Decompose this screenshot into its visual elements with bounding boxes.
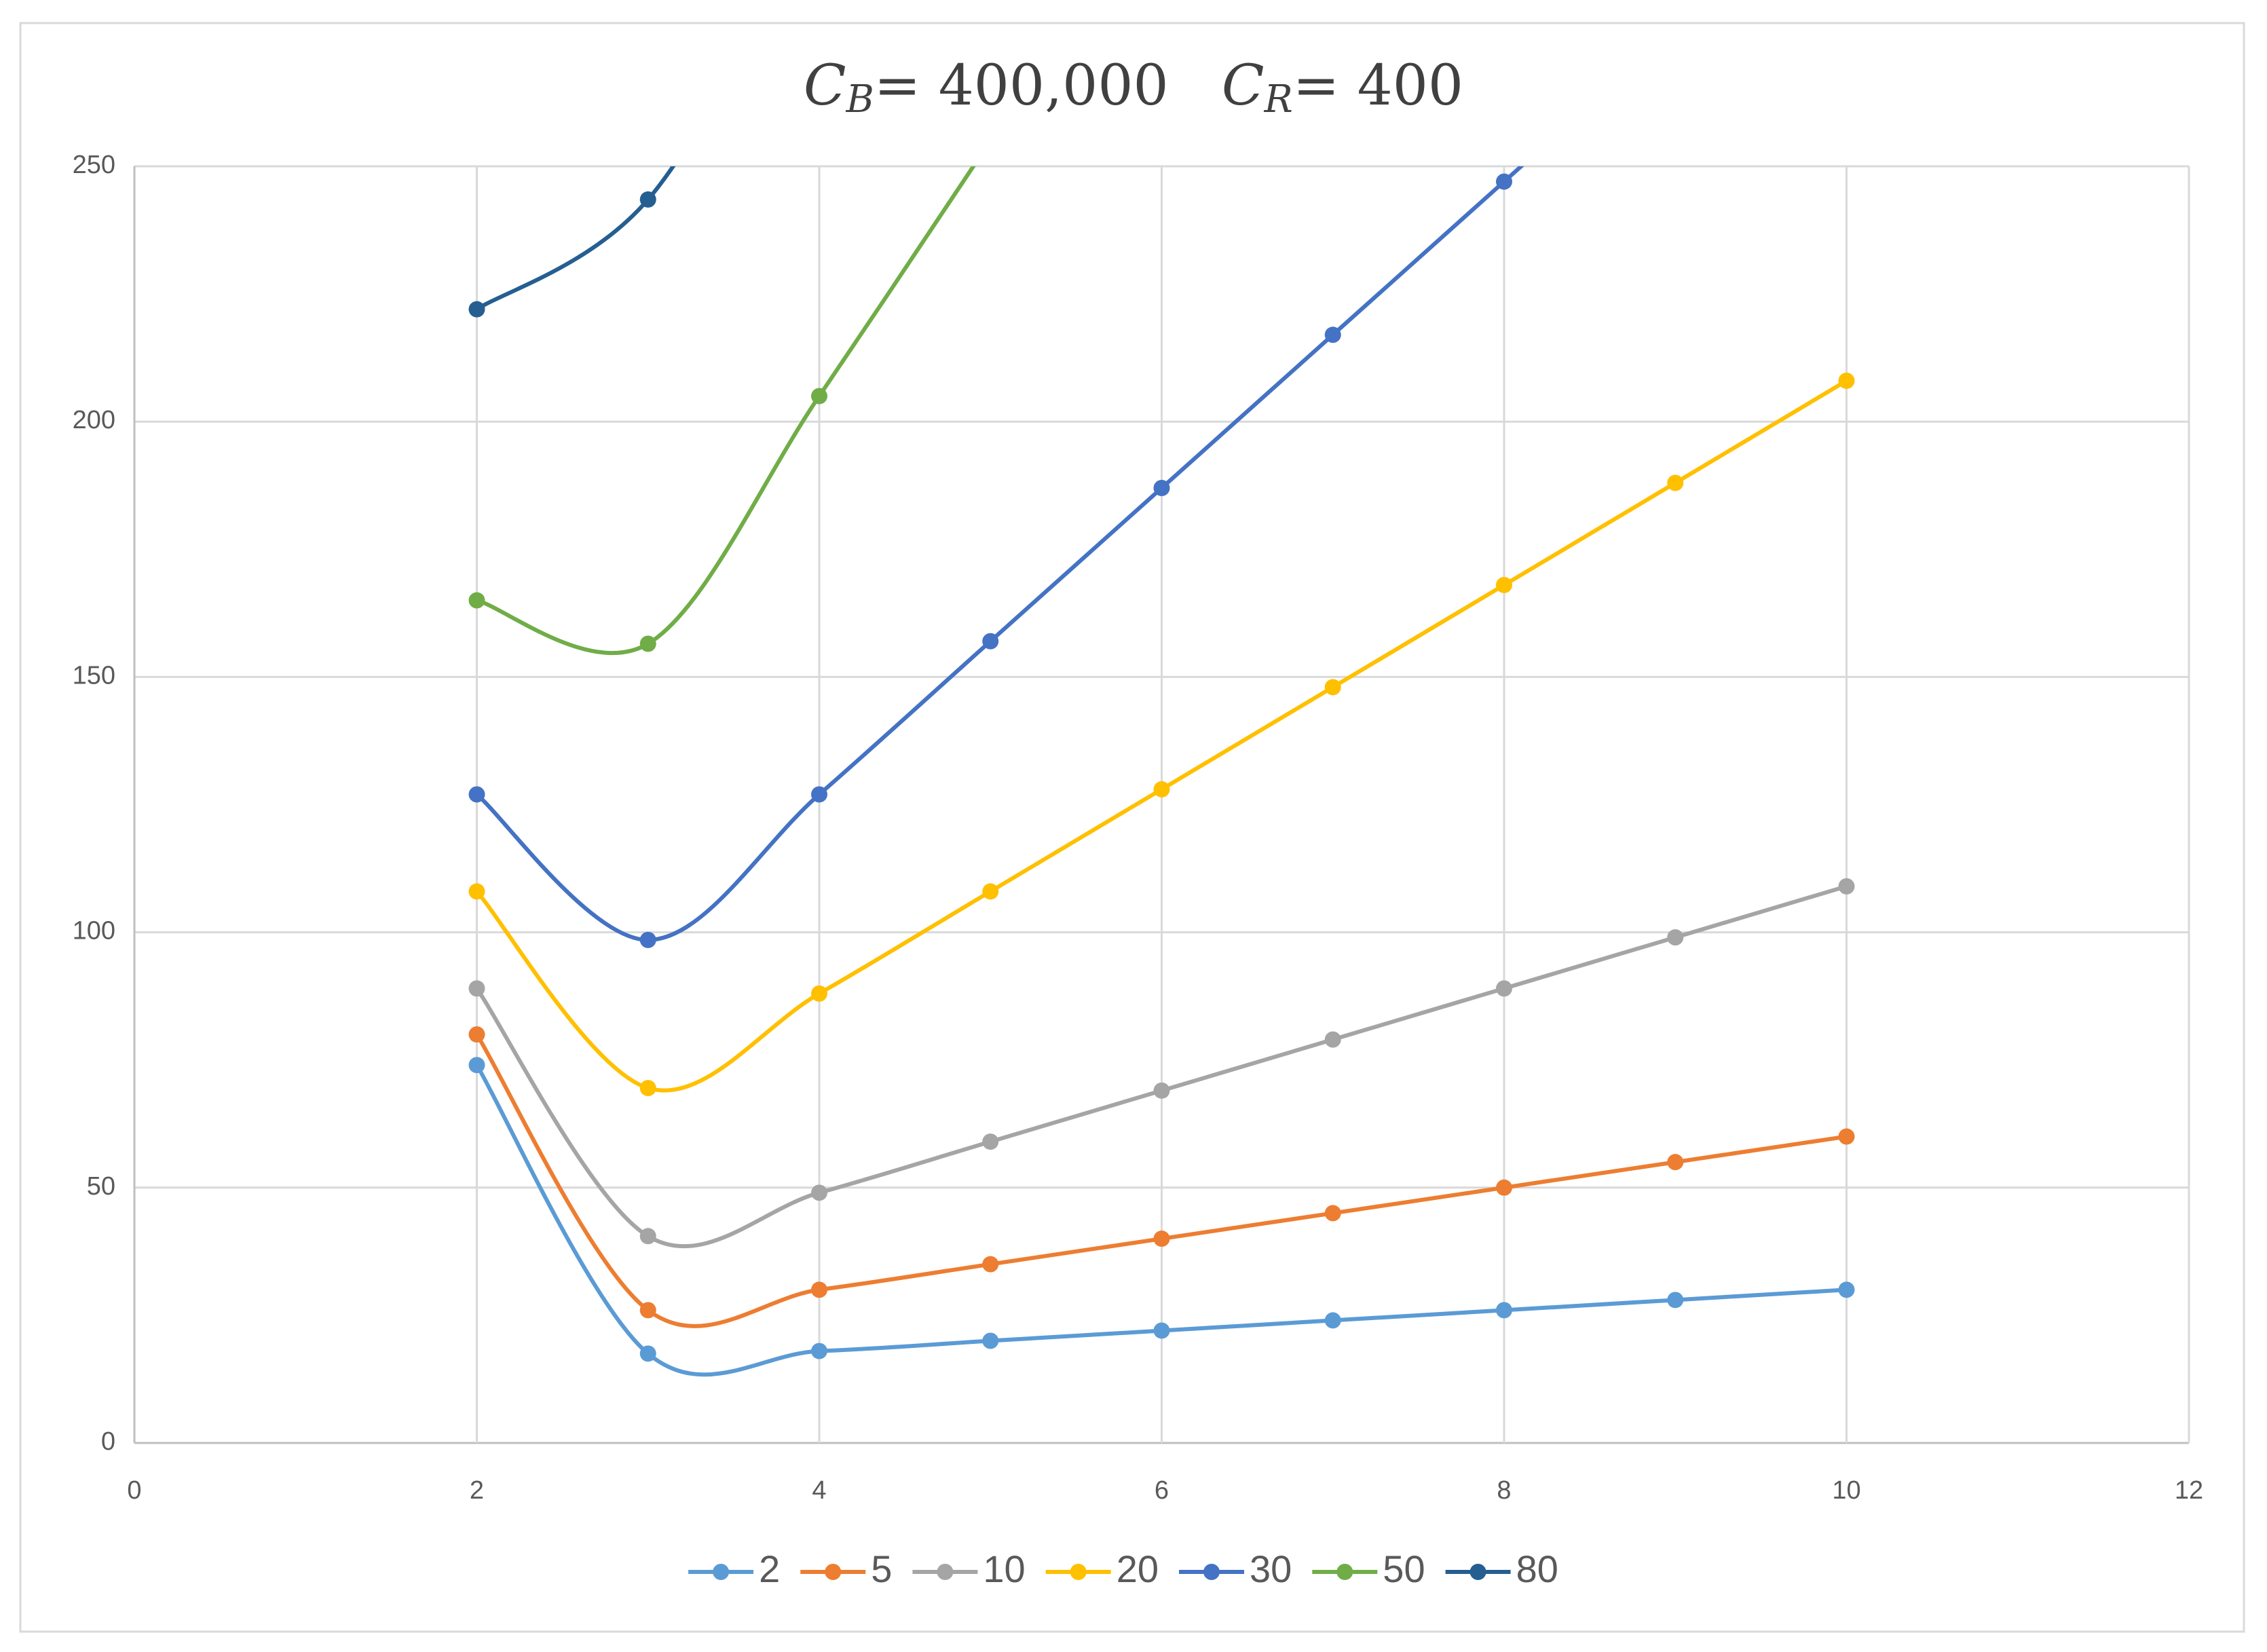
- legend-marker: [1070, 1564, 1087, 1580]
- legend-marker: [1336, 1564, 1353, 1580]
- x-tick-label: 12: [2175, 1476, 2203, 1505]
- legend-label: 5: [871, 1547, 892, 1590]
- legend-item: 80: [1445, 1547, 1558, 1590]
- x-tick-label: 2: [470, 1476, 484, 1505]
- y-tick-label: 0: [101, 1427, 115, 1456]
- series-line: [475, 884, 1848, 1249]
- title-rest: = 400,000: [874, 54, 1169, 118]
- data-point: [468, 786, 485, 803]
- legend-item: 30: [1179, 1547, 1292, 1590]
- legend-label: 50: [1383, 1547, 1425, 1590]
- data-point: [1153, 1231, 1170, 1247]
- title-gap: [1169, 54, 1222, 118]
- data-point: [1153, 1082, 1170, 1099]
- legend-item: 20: [1045, 1547, 1159, 1590]
- data-point: [811, 1281, 827, 1298]
- title-symbol: C: [804, 54, 846, 118]
- title-subscript: R: [1264, 77, 1293, 121]
- chart-border: [19, 22, 2245, 1633]
- data-point: [1496, 1302, 1512, 1319]
- data-point: [468, 883, 485, 900]
- chart-title: CB= 400,000 CR= 400: [804, 54, 1463, 121]
- data-point: [1838, 373, 1855, 390]
- data-point: [1496, 980, 1512, 997]
- x-tick-label: 10: [1832, 1476, 1860, 1505]
- x-tick-label: 8: [1497, 1476, 1511, 1505]
- legend-item: 2: [688, 1547, 780, 1590]
- data-point: [1153, 1322, 1170, 1339]
- data-point: [1667, 929, 1684, 946]
- plot-area: [468, 166, 1855, 1377]
- data-point: [982, 883, 999, 900]
- data-point: [1324, 1031, 1341, 1048]
- data-point: [468, 1026, 485, 1043]
- data-point: [811, 985, 827, 1002]
- data-point: [639, 635, 656, 652]
- data-point: [468, 1057, 485, 1074]
- data-point: [811, 1343, 827, 1359]
- legend-label: 10: [983, 1547, 1025, 1590]
- data-point: [639, 1345, 656, 1362]
- data-point: [1496, 173, 1512, 190]
- title-rest: = 400: [1293, 54, 1463, 118]
- legend-marker: [1469, 1564, 1486, 1580]
- legend-item: 10: [912, 1547, 1026, 1590]
- x-tick-label: 0: [127, 1476, 141, 1505]
- legend-label: 80: [1516, 1547, 1558, 1590]
- data-point: [1153, 480, 1170, 497]
- data-point: [639, 191, 656, 208]
- data-point: [1324, 679, 1341, 696]
- legend-item: 50: [1312, 1547, 1425, 1590]
- x-tick-label: 6: [1155, 1476, 1169, 1505]
- data-point: [639, 1302, 656, 1319]
- data-point: [468, 301, 485, 318]
- legend-marker: [713, 1564, 730, 1580]
- data-point: [1153, 781, 1170, 797]
- data-point: [1667, 474, 1684, 491]
- legend-marker: [1203, 1564, 1220, 1580]
- series-line: [475, 379, 1848, 1093]
- series-line: [476, 166, 976, 655]
- y-tick-label: 150: [73, 661, 115, 690]
- data-point: [1838, 1128, 1855, 1145]
- series-line: [475, 166, 676, 312]
- y-tick-label: 100: [73, 917, 115, 945]
- data-point: [811, 786, 827, 803]
- data-point: [639, 1228, 656, 1245]
- legend-label: 30: [1250, 1547, 1292, 1590]
- data-point: [982, 1133, 999, 1150]
- data-point: [811, 1184, 827, 1201]
- legend-marker: [937, 1564, 954, 1580]
- series-line: [475, 166, 1524, 942]
- x-tick-label: 4: [812, 1476, 826, 1505]
- title-symbol: C: [1222, 54, 1264, 118]
- data-point: [468, 980, 485, 997]
- data-point: [982, 633, 999, 650]
- legend-label: 20: [1117, 1547, 1159, 1590]
- data-point: [1324, 1205, 1341, 1222]
- data-point: [639, 931, 656, 948]
- data-point: [1324, 1312, 1341, 1329]
- data-point: [1838, 1281, 1855, 1298]
- data-point: [982, 1256, 999, 1273]
- y-tick-label: 250: [73, 151, 115, 179]
- data-point: [811, 388, 827, 405]
- legend-label: 2: [759, 1547, 780, 1590]
- y-tick-label: 50: [87, 1172, 115, 1201]
- title-subscript: B: [846, 77, 874, 121]
- data-point: [1496, 576, 1512, 593]
- y-tick-label: 200: [73, 406, 115, 434]
- legend-marker: [825, 1564, 842, 1580]
- data-point: [1324, 326, 1341, 343]
- data-point: [639, 1080, 656, 1097]
- legend-item: 5: [800, 1547, 892, 1590]
- data-point: [468, 592, 485, 609]
- data-point: [1838, 878, 1855, 895]
- data-point: [1667, 1154, 1684, 1171]
- data-point: [982, 1332, 999, 1349]
- data-point: [1667, 1292, 1684, 1309]
- data-point: [1496, 1179, 1512, 1196]
